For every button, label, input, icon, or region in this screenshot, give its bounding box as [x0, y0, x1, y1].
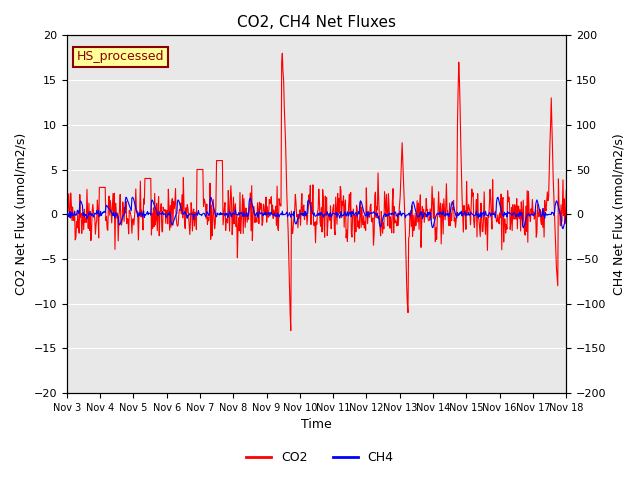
- Text: HS_processed: HS_processed: [77, 50, 164, 63]
- X-axis label: Time: Time: [301, 419, 332, 432]
- Y-axis label: CO2 Net Flux (umol/m2/s): CO2 Net Flux (umol/m2/s): [15, 133, 28, 295]
- Y-axis label: CH4 Net Flux (nmol/m2/s): CH4 Net Flux (nmol/m2/s): [612, 133, 625, 295]
- Title: CO2, CH4 Net Fluxes: CO2, CH4 Net Fluxes: [237, 15, 396, 30]
- Legend: CO2, CH4: CO2, CH4: [241, 446, 399, 469]
